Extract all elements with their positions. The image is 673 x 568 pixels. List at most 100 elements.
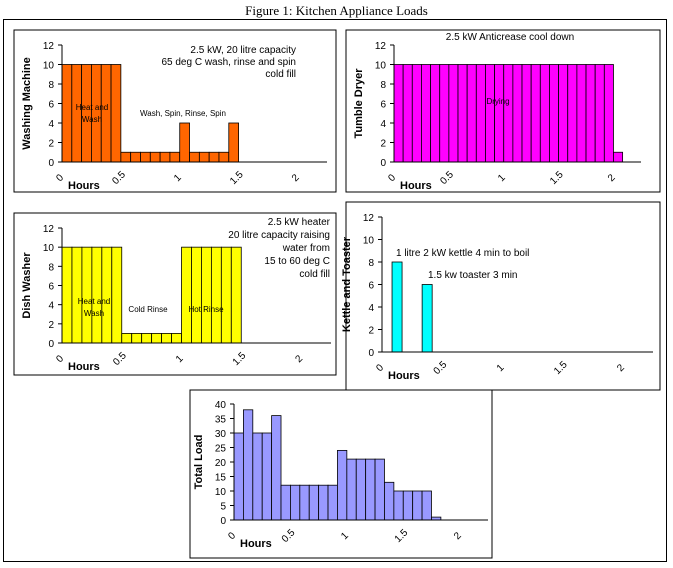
kettle-toaster-y-tick-label: 12 <box>363 213 375 224</box>
tumble-dryer-y-axis-title: Tumble Dryer <box>353 68 365 139</box>
kettle-toaster-y-tick-label: 0 <box>368 348 374 359</box>
figure-title: Figure 1: Kitchen Appliance Loads <box>245 3 428 18</box>
tumble-dryer-y-tick-label: 6 <box>380 100 386 111</box>
washing-machine-annotation-notes: cold fill <box>265 69 296 80</box>
dish-washer-y-tick-label: 8 <box>48 262 54 273</box>
tumble-dryer-annotation-drying: Drying <box>486 97 509 106</box>
tumble-dryer-y-tick-label: 12 <box>375 41 387 52</box>
total-load-y-tick-label: 30 <box>215 429 227 440</box>
total-load-bar <box>308 484 320 521</box>
dish-washer-panel-border <box>13 212 337 376</box>
total-load-panel-border <box>189 389 493 559</box>
total-load-bar <box>299 484 310 521</box>
dish-washer-x-axis-title: Hours <box>68 361 100 373</box>
dish-washer-y-axis-title: Dish Washer <box>21 252 33 319</box>
total-load-bar <box>243 409 254 521</box>
kettle-toaster-y-tick-label: 2 <box>368 326 374 337</box>
washing-machine-panel-border <box>13 29 337 193</box>
total-load-bar <box>374 458 385 521</box>
figure-frame <box>3 19 667 562</box>
total-load-x-tick-label: 1 <box>339 530 351 542</box>
total-load-bar <box>346 458 357 521</box>
total-load-y-tick-label: 25 <box>215 444 227 455</box>
total-load-bar <box>393 490 404 521</box>
tumble-dryer-y-tick-label: 0 <box>380 158 386 169</box>
tumble-dryer-y-tick-label: 4 <box>380 119 386 130</box>
total-load-bar <box>365 458 376 521</box>
dish-washer-annotation-notes: water from <box>282 243 330 254</box>
total-load-bar <box>384 481 395 521</box>
tumble-dryer-x-axis-title: Hours <box>400 180 432 192</box>
total-load-y-tick-label: 20 <box>215 458 227 469</box>
dish-washer-annotation-hot-rinse: Hot Rinse <box>188 305 224 314</box>
washing-machine-y-tick-label: 12 <box>43 41 55 52</box>
washing-machine-annotation-phases: Wash, Spin, Rinse, Spin <box>140 109 226 118</box>
kettle-toaster-y-tick-label: 4 <box>368 303 374 314</box>
total-load-x-tick-label: 2 <box>452 530 464 542</box>
dish-washer-y-tick-label: 0 <box>48 339 54 350</box>
total-load-bar <box>233 432 244 521</box>
total-load-y-axis-title: Total Load <box>193 435 205 490</box>
dish-washer-annotation-notes: 15 to 60 deg C <box>264 256 330 267</box>
dish-washer-annotation-notes: cold fill <box>299 269 330 280</box>
total-load-y-tick-label: 15 <box>215 473 227 484</box>
total-load-bar <box>261 432 273 521</box>
dish-washer-annotation-cold-rinse: Cold Rinse <box>128 305 168 314</box>
washing-machine-y-tick-label: 0 <box>48 158 54 169</box>
dish-washer-annotation-notes: 20 litre capacity raising <box>228 230 330 241</box>
dish-washer-y-tick-label: 10 <box>43 243 55 254</box>
total-load-y-tick-label: 0 <box>220 516 226 527</box>
washing-machine-y-tick-label: 10 <box>43 61 55 72</box>
tumble-dryer-y-tick-label: 8 <box>380 80 386 91</box>
dish-washer-y-tick-label: 4 <box>48 301 54 312</box>
washing-machine-y-tick-label: 4 <box>48 119 54 130</box>
tumble-dryer-panel-border <box>345 29 661 193</box>
washing-machine-x-axis-title: Hours <box>68 180 100 192</box>
total-load-x-tick-label: 1.5 <box>393 527 411 545</box>
washing-machine-annotation-notes: 65 deg C wash, rinse and spin <box>161 57 296 68</box>
total-load-y-tick-label: 35 <box>215 415 227 426</box>
total-load-bar <box>355 458 367 521</box>
total-load-bar <box>271 415 282 521</box>
total-load-x-tick-label: 0.5 <box>280 527 298 545</box>
total-load-x-axis-title: Hours <box>240 538 272 550</box>
total-load-bar <box>402 490 414 521</box>
total-load-bar <box>318 484 329 521</box>
dish-washer-annotation-heat-wash: Wash <box>84 309 104 318</box>
kettle-toaster-y-tick-label: 8 <box>368 258 374 269</box>
kettle-toaster-y-axis-title: Kettle and Toaster <box>341 236 353 332</box>
kettle-toaster-x-axis-title: Hours <box>388 370 420 382</box>
washing-machine-y-axis-title: Washing Machine <box>21 57 33 150</box>
dish-washer-y-tick-label: 12 <box>43 224 55 235</box>
washing-machine-annotation-heat-wash: Heat and <box>76 103 108 112</box>
total-load-bar <box>421 490 432 521</box>
total-load-bar <box>327 484 338 521</box>
dish-washer-y-tick-label: 6 <box>48 282 54 293</box>
washing-machine-annotation-heat-wash: Wash <box>82 115 102 124</box>
total-load-bar <box>280 484 291 521</box>
total-load-y-tick-label: 5 <box>220 502 226 513</box>
tumble-dryer-y-tick-label: 2 <box>380 139 386 150</box>
tumble-dryer-y-tick-label: 10 <box>375 61 387 72</box>
washing-machine-y-tick-label: 6 <box>48 100 54 111</box>
washing-machine-y-tick-label: 2 <box>48 139 54 150</box>
dish-washer-y-tick-label: 2 <box>48 320 54 331</box>
kettle-toaster-y-tick-label: 6 <box>368 281 374 292</box>
total-load-bar <box>412 490 423 521</box>
kettle-toaster-annotation-toaster: 1.5 kw toaster 3 min <box>428 270 517 281</box>
total-load-bar <box>290 484 301 521</box>
total-load-y-tick-label: 10 <box>215 487 227 498</box>
washing-machine-annotation-notes: 2.5 kW, 20 litre capacity <box>190 45 296 56</box>
total-load-x-tick-label: 0 <box>226 530 238 542</box>
kettle-toaster-annotation-kettle: 1 litre 2 kW kettle 4 min to boil <box>396 248 529 259</box>
dish-washer-annotation-notes: 2.5 kW heater <box>268 217 331 228</box>
total-load-bar <box>252 432 263 521</box>
tumble-dryer-annotation-notes: 2.5 kW Anticrease cool down <box>446 32 574 43</box>
washing-machine-y-tick-label: 8 <box>48 80 54 91</box>
dish-washer-annotation-heat-wash: Heat and <box>78 297 110 306</box>
total-load-bar <box>337 449 348 521</box>
